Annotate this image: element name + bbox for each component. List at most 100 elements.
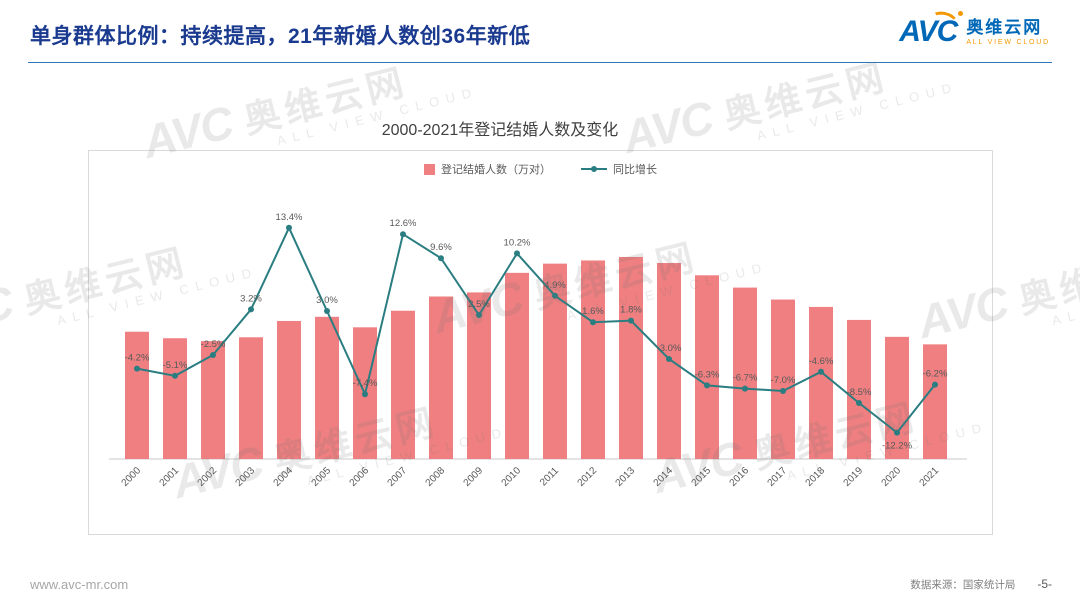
growth-point xyxy=(666,356,672,362)
chart-legend: 登记结婚人数（万对） 同比增长 xyxy=(89,161,992,177)
x-tick-label: 2015 xyxy=(690,465,714,489)
growth-point-label: 2.5% xyxy=(468,299,490,310)
bar-2015 xyxy=(695,275,719,459)
bar-2018 xyxy=(809,306,833,459)
growth-point-label: -6.3% xyxy=(695,369,720,380)
bar-2003 xyxy=(239,337,263,459)
growth-point-label: 9.6% xyxy=(430,242,452,253)
page-title: 单身群体比例：持续提高，21年新婚人数创36年新低 xyxy=(30,25,531,48)
growth-point xyxy=(210,352,216,358)
watermark-cn: 奥维云网 xyxy=(1014,240,1080,322)
x-tick-label: 2014 xyxy=(652,465,676,489)
x-tick-label: 2002 xyxy=(196,465,220,489)
footer-source-row: 数据来源：国家统计局 -5- xyxy=(910,577,1052,592)
growth-point xyxy=(894,429,900,436)
avc-logo-mark: AVC xyxy=(899,8,964,49)
watermark-avc: AVC xyxy=(0,275,18,349)
bar-2017 xyxy=(771,299,795,459)
growth-point-label: 3.0% xyxy=(316,295,338,306)
x-tick-label: 2008 xyxy=(424,465,448,489)
growth-point-label: -2.5% xyxy=(201,339,226,350)
growth-point-label: 12.6% xyxy=(390,218,417,229)
growth-point-label: -7.0% xyxy=(771,375,796,386)
growth-point xyxy=(590,319,596,326)
bar-2008 xyxy=(429,296,453,459)
growth-point-label: -8.5% xyxy=(847,387,872,398)
growth-point-label: -12.2% xyxy=(882,441,913,452)
growth-point-label: -6.2% xyxy=(923,369,948,380)
growth-point-label: -4.6% xyxy=(809,356,834,367)
x-tick-label: 2010 xyxy=(500,465,524,489)
x-tick-label: 2017 xyxy=(766,465,790,489)
bar-2013 xyxy=(619,256,643,459)
header-divider xyxy=(28,62,1052,63)
x-tick-label: 2013 xyxy=(614,465,638,489)
growth-point-label: -5.1% xyxy=(163,360,188,371)
growth-point-label: -6.7% xyxy=(733,373,758,384)
logo-dot-icon xyxy=(958,11,964,16)
growth-point xyxy=(514,250,520,257)
x-tick-label: 2000 xyxy=(120,465,144,489)
legend-bar-label: 登记结婚人数（万对） xyxy=(441,164,551,176)
avc-logo-text: AVC xyxy=(899,15,958,48)
avc-logo: AVC 奥维云网 ALL VIEW CLOUD xyxy=(899,8,1050,49)
bar-2010 xyxy=(505,272,529,459)
logo-en-name: ALL VIEW CLOUD xyxy=(966,38,1050,46)
growth-point xyxy=(628,317,634,324)
watermark-en: ALL VIEW CLOUD xyxy=(1050,264,1080,329)
growth-point xyxy=(286,224,292,231)
growth-point xyxy=(324,308,330,314)
x-tick-label: 2021 xyxy=(918,465,942,489)
growth-point xyxy=(552,292,558,299)
legend-item-marriages: 登记结婚人数（万对） xyxy=(424,161,551,177)
avc-logo-wordmark: 奥维云网 ALL VIEW CLOUD xyxy=(966,19,1050,46)
x-tick-label: 2012 xyxy=(576,465,600,489)
x-tick-label: 2020 xyxy=(880,465,904,489)
growth-point-label: -3.0% xyxy=(657,343,682,354)
legend-item-growth: 同比增长 xyxy=(581,161,657,177)
bar-2005 xyxy=(315,316,339,459)
logo-cn-name: 奥维云网 xyxy=(966,17,1043,37)
growth-point-label: 3.2% xyxy=(240,293,262,304)
growth-point xyxy=(476,312,482,318)
chart-card: 登记结婚人数（万对） 同比增长 2000 2001 2002 2003 2004 2005… xyxy=(88,150,993,535)
x-tick-label: 2003 xyxy=(234,465,258,489)
legend-line-dot xyxy=(591,166,597,172)
growth-point xyxy=(438,255,444,262)
growth-point-label: 13.4% xyxy=(276,212,303,223)
bar-2016 xyxy=(733,287,757,459)
growth-point xyxy=(362,391,368,398)
bar-2000 xyxy=(125,331,149,459)
bar-2001 xyxy=(163,338,187,459)
growth-point xyxy=(400,231,406,238)
bar-2021 xyxy=(923,344,947,459)
growth-point-label: -7.4% xyxy=(353,378,378,389)
growth-point-label: 10.2% xyxy=(504,237,531,248)
bar-2009 xyxy=(467,292,491,459)
legend-growth-label: 同比增长 xyxy=(613,164,657,176)
growth-point-label: 1.8% xyxy=(620,305,642,316)
growth-point-label: 4.9% xyxy=(544,280,566,291)
x-tick-label: 2019 xyxy=(842,465,866,489)
footer-website-link[interactable]: www.avc-mr.com xyxy=(30,577,129,592)
marriage-combo-chart: 2000 2001 2002 2003 2004 2005 2006 2007 2008 2009… xyxy=(109,212,967,489)
growth-point xyxy=(780,388,786,394)
x-tick-label: 2007 xyxy=(386,465,410,489)
growth-point xyxy=(704,382,710,389)
x-tick-label: 2011 xyxy=(538,465,561,488)
growth-point xyxy=(134,365,140,372)
growth-line xyxy=(136,225,936,434)
chart-title: 2000-2021年登记结婚人数及变化 xyxy=(381,122,619,139)
bar-2004 xyxy=(277,320,301,459)
legend-bar-swatch xyxy=(424,163,435,175)
growth-point xyxy=(818,368,824,375)
data-source-note: 数据来源：国家统计局 xyxy=(910,579,1016,591)
bar-2002 xyxy=(201,341,225,459)
legend-line-swatch xyxy=(581,166,607,172)
x-tick-label: 2001 xyxy=(158,465,182,489)
page-number: -5- xyxy=(1037,577,1052,591)
x-tick-label: 2018 xyxy=(804,465,828,489)
growth-point xyxy=(742,385,748,392)
x-tick-label: 2005 xyxy=(310,465,334,489)
x-tick-label: 2004 xyxy=(272,465,296,489)
